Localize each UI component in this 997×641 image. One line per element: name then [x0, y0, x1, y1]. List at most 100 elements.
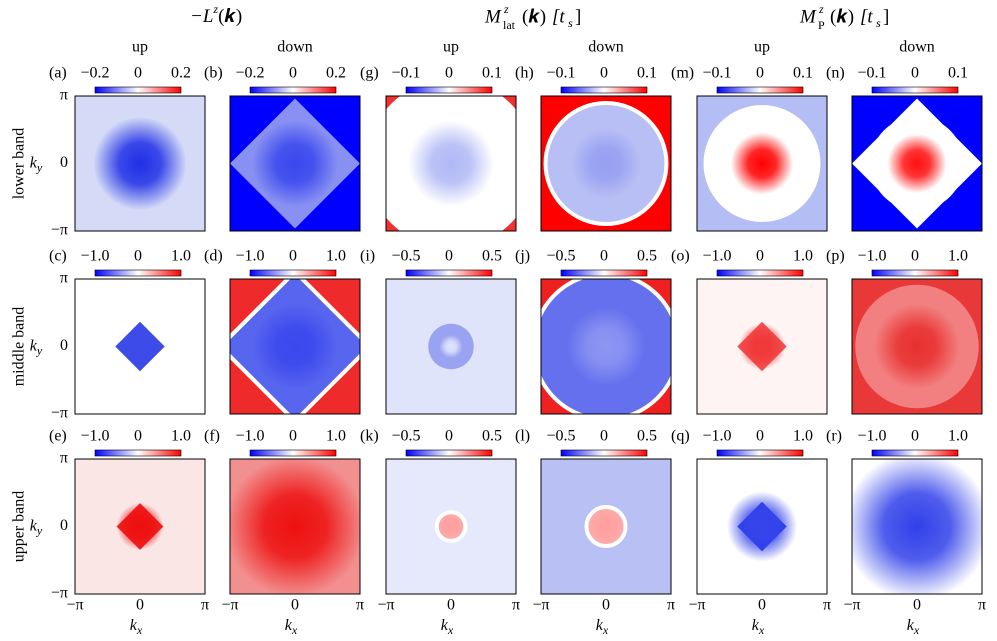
- colorbar-tick-label: −1.0: [235, 428, 264, 445]
- colorbar-tick-label: −0.1: [857, 65, 886, 82]
- header: −Lz(𝒌): [190, 2, 242, 28]
- colorbar: [249, 269, 337, 277]
- x-tick-label: 0: [913, 597, 921, 614]
- colorbar-tick-label: 0: [445, 248, 453, 265]
- colorbar-tick-label: 0: [445, 428, 453, 445]
- heatmap-core: [252, 120, 338, 207]
- y-tick-label: π: [60, 87, 68, 104]
- heatmap: [386, 96, 516, 231]
- x-tick-label: 0: [291, 597, 299, 614]
- colorbar: [560, 269, 648, 277]
- x-axis-sub: x: [447, 623, 454, 637]
- colorbar-tick-label: 0: [289, 248, 297, 265]
- colorbar-tick-label: −0.1: [391, 65, 420, 82]
- header-sup: z: [818, 2, 824, 16]
- colorbar: [94, 86, 182, 94]
- colorbar-tick-label: 0.2: [171, 65, 191, 82]
- panel-label: (r): [826, 428, 842, 445]
- heatmap-core: [252, 303, 338, 390]
- panel-frame: [74, 458, 206, 595]
- x-axis-sub: x: [291, 623, 298, 637]
- colorbar: [94, 269, 182, 277]
- x-axis-sub: x: [758, 623, 765, 637]
- x-axis-k: k: [285, 617, 293, 634]
- x-tick-label: π: [356, 597, 364, 614]
- colorbar-tick-label: −1.0: [235, 248, 264, 265]
- header-arg: (𝒌): [522, 6, 546, 27]
- heatmap: [541, 459, 671, 594]
- colorbar-tick-label: 0: [600, 248, 608, 265]
- colorbar-tick-label: 1.0: [326, 248, 346, 265]
- y-tick-label: −π: [51, 585, 68, 602]
- heatmap: [75, 459, 205, 594]
- x-tick-label: π: [667, 597, 675, 614]
- colorbar-tick-label: 1.0: [171, 248, 191, 265]
- x-axis-k: k: [441, 617, 449, 634]
- heatmap: [386, 459, 516, 594]
- heatmap-core: [116, 503, 164, 550]
- heatmap: [697, 459, 827, 594]
- panel-frame: [851, 278, 983, 415]
- heatmap-core: [570, 128, 642, 199]
- panel-frame: [540, 95, 672, 232]
- heatmap: [697, 96, 827, 231]
- heatmap: [230, 459, 360, 594]
- header-sub: lat: [503, 18, 516, 32]
- panel-frame: [385, 458, 517, 595]
- row-label: middle band: [11, 307, 28, 387]
- colorbar-tick-label: −0.5: [391, 428, 420, 445]
- heatmap-core: [874, 303, 960, 390]
- header-sup: z: [503, 2, 509, 16]
- y-axis-label: ky: [30, 517, 43, 537]
- colorbar-tick-label: 0: [600, 65, 608, 82]
- panel-frame: [851, 458, 983, 595]
- panel-label: (q): [671, 428, 690, 445]
- subheader: up: [132, 39, 148, 56]
- panel-label: (l): [515, 428, 530, 445]
- heatmap: [230, 279, 360, 414]
- colorbar: [716, 86, 804, 94]
- colorbar-tick-label: 1.0: [948, 428, 968, 445]
- panel-label: (g): [360, 65, 379, 82]
- colorbar-tick-label: −1.0: [80, 428, 109, 445]
- header-main: M: [484, 6, 502, 27]
- colorbar-tick-label: 0: [911, 428, 919, 445]
- colorbar-tick-label: 0: [289, 65, 297, 82]
- x-tick-label: π: [201, 597, 209, 614]
- x-tick-label: 0: [602, 597, 610, 614]
- heatmap-core: [590, 510, 622, 543]
- heatmap-core: [230, 459, 360, 594]
- header-unit-sub: s: [568, 16, 573, 30]
- colorbar-tick-label: 0.1: [948, 65, 968, 82]
- subheader: down: [588, 39, 624, 56]
- colorbar-tick-label: 0.1: [482, 65, 502, 82]
- header-main: M: [799, 6, 817, 27]
- colorbar-tick-label: −0.1: [546, 65, 575, 82]
- x-axis-label: kx: [596, 617, 609, 637]
- x-axis-label: kx: [752, 617, 765, 637]
- panel-label: (p): [826, 248, 845, 265]
- x-axis-k: k: [907, 617, 915, 634]
- subheader: down: [899, 39, 935, 56]
- panel-label: (i): [360, 248, 375, 265]
- heatmap: [697, 279, 827, 414]
- x-tick-label: 0: [447, 597, 455, 614]
- colorbar-tick-label: 0: [911, 248, 919, 265]
- subheader: up: [754, 39, 770, 56]
- colorbar: [94, 449, 182, 457]
- colorbar-tick-label: 0.5: [482, 248, 502, 265]
- colorbar-tick-label: 0.1: [793, 65, 813, 82]
- heatmap-core: [887, 133, 947, 194]
- y-tick-label: −π: [51, 405, 68, 422]
- panel-label: (e): [49, 428, 67, 445]
- colorbar-tick-label: 0.5: [637, 428, 657, 445]
- colorbar-tick-label: −0.1: [702, 65, 731, 82]
- colorbar-tick-label: −1.0: [702, 428, 731, 445]
- colorbar-tick-label: 0: [911, 65, 919, 82]
- colorbar-tick-label: 0: [756, 428, 764, 445]
- x-axis-label: kx: [907, 617, 920, 637]
- colorbar-tick-label: 1.0: [948, 248, 968, 265]
- header-unit: [t: [860, 6, 873, 27]
- colorbar: [716, 449, 804, 457]
- colorbar-tick-label: 0: [134, 428, 142, 445]
